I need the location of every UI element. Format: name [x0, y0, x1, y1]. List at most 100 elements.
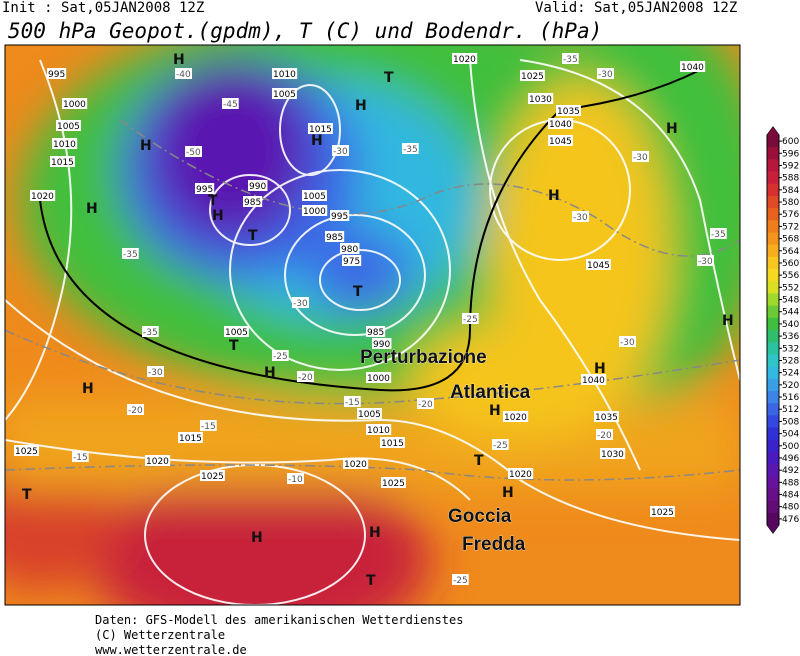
label-box: [127, 404, 144, 415]
temperature-label: -30: [632, 151, 649, 163]
label-box: [222, 98, 239, 109]
isobar-label-text: 985: [244, 198, 261, 208]
label-box: [56, 120, 81, 131]
temperature-label-text: -45: [223, 100, 238, 110]
isobar-label: 1015: [50, 156, 75, 168]
temperature-label-text: -20: [597, 431, 612, 441]
temperature-label: -25: [272, 350, 289, 362]
colorbar-segment: [767, 159, 779, 173]
colorbar-label: 576: [782, 210, 799, 220]
pressure-center: H: [594, 361, 606, 377]
isobar-label-text: 1040: [549, 120, 572, 130]
label-box: [572, 211, 589, 222]
temperature-label: -30: [147, 366, 164, 378]
isobar-label: 1015: [380, 437, 405, 449]
label-box: [325, 231, 345, 242]
temperature-label: -30: [332, 145, 349, 157]
temperature-label-text: -15: [345, 398, 360, 408]
isobar-label: 980: [340, 243, 360, 255]
label-box: [372, 338, 392, 349]
isobar-label-text: 995: [48, 70, 65, 80]
label-box: [508, 468, 534, 479]
label-box: [52, 138, 78, 149]
isobar-label-text: 1010: [367, 426, 390, 436]
colorbar-label: 592: [782, 161, 799, 171]
label-box: [619, 336, 636, 347]
title: 500 hPa Geopot.(gpdm), T (C) und Bodendr…: [8, 19, 602, 43]
label-box: [680, 61, 706, 72]
label-box: [586, 259, 611, 270]
isobar-label: 985: [366, 326, 386, 338]
colorbar-segment: [767, 208, 779, 221]
isobar-label-text: 1010: [273, 70, 296, 80]
isobar-label: 1005: [224, 326, 249, 338]
pressure-center: H: [140, 138, 152, 154]
pressure-center: T: [208, 193, 218, 209]
colorbar-label: 516: [782, 393, 799, 403]
isobar-label-text: 1020: [31, 192, 54, 202]
temperature-label: -20: [297, 371, 314, 383]
isobar-label: 1035: [556, 105, 581, 117]
isobar-label: 1000: [302, 205, 328, 217]
isobar-label: 985: [325, 231, 345, 243]
pressure-center: H: [355, 98, 367, 114]
temperature-label-text: -25: [493, 441, 508, 451]
temperature-label-text: -20: [128, 406, 143, 416]
label-box: [697, 255, 714, 266]
label-box: [292, 297, 309, 308]
label-box: [366, 372, 392, 383]
isobar-label-text: 1025: [15, 447, 38, 457]
pressure-center: T: [248, 228, 258, 244]
label-box: [503, 411, 529, 422]
isobar-label-text: 1005: [57, 122, 80, 132]
temperature-label: -15: [200, 420, 217, 432]
colorbar-segment: [767, 415, 779, 428]
label-box: [122, 248, 139, 259]
isobar-label: 990: [372, 338, 392, 350]
isobar-label-text: 985: [367, 328, 384, 338]
temperature-label-text: -30: [598, 70, 613, 80]
colorbar-label: 560: [782, 259, 799, 269]
label-box: [62, 98, 88, 109]
label-box: [650, 506, 675, 517]
colorbar-label: 600: [782, 137, 799, 147]
label-box: [272, 88, 297, 99]
label-box: [302, 205, 328, 216]
pressure-center: T: [229, 338, 239, 354]
temperature-label: -35: [402, 143, 419, 155]
isobar-label-text: 1025: [201, 472, 224, 482]
colorbar-segment: [767, 464, 779, 477]
colorbar-label: 480: [782, 503, 799, 513]
colorbar-segment: [767, 330, 779, 343]
label-box: [147, 366, 164, 377]
isobar-label-text: 975: [343, 257, 360, 267]
isobar-label: 1020: [503, 411, 529, 423]
annotation: Goccia: [448, 506, 512, 527]
temperature-label-text: -30: [698, 257, 713, 267]
label-box: [50, 156, 75, 167]
pressure-center: H: [264, 365, 276, 381]
label-box: [366, 326, 386, 337]
temperature-label-text: -25: [273, 352, 288, 362]
temperature-label: -35: [142, 326, 159, 338]
temperature-label-text: -20: [298, 373, 313, 383]
temperature-label: -15: [344, 396, 361, 408]
temperature-label: -10: [287, 473, 304, 485]
label-box: [380, 437, 405, 448]
isobar-label: 1020: [343, 458, 369, 470]
isobar-label-text: 990: [373, 340, 390, 350]
colorbar-label: 484: [782, 491, 799, 501]
colorbar-segment: [767, 317, 779, 331]
label-box: [381, 477, 406, 488]
pressure-center: H: [212, 208, 224, 224]
map: [5, 45, 740, 605]
isobar-label-text: 1025: [651, 508, 674, 518]
label-box: [342, 255, 362, 266]
temperature-label: -30: [292, 297, 309, 309]
isobar-label: 1025: [14, 445, 39, 457]
footer-line: www.wetterzentrale.de: [95, 643, 247, 656]
isobar-label-text: 1025: [521, 72, 544, 82]
isobar-label: 1030: [528, 93, 554, 105]
isobar-label: 1045: [586, 259, 611, 271]
label-box: [248, 180, 268, 191]
